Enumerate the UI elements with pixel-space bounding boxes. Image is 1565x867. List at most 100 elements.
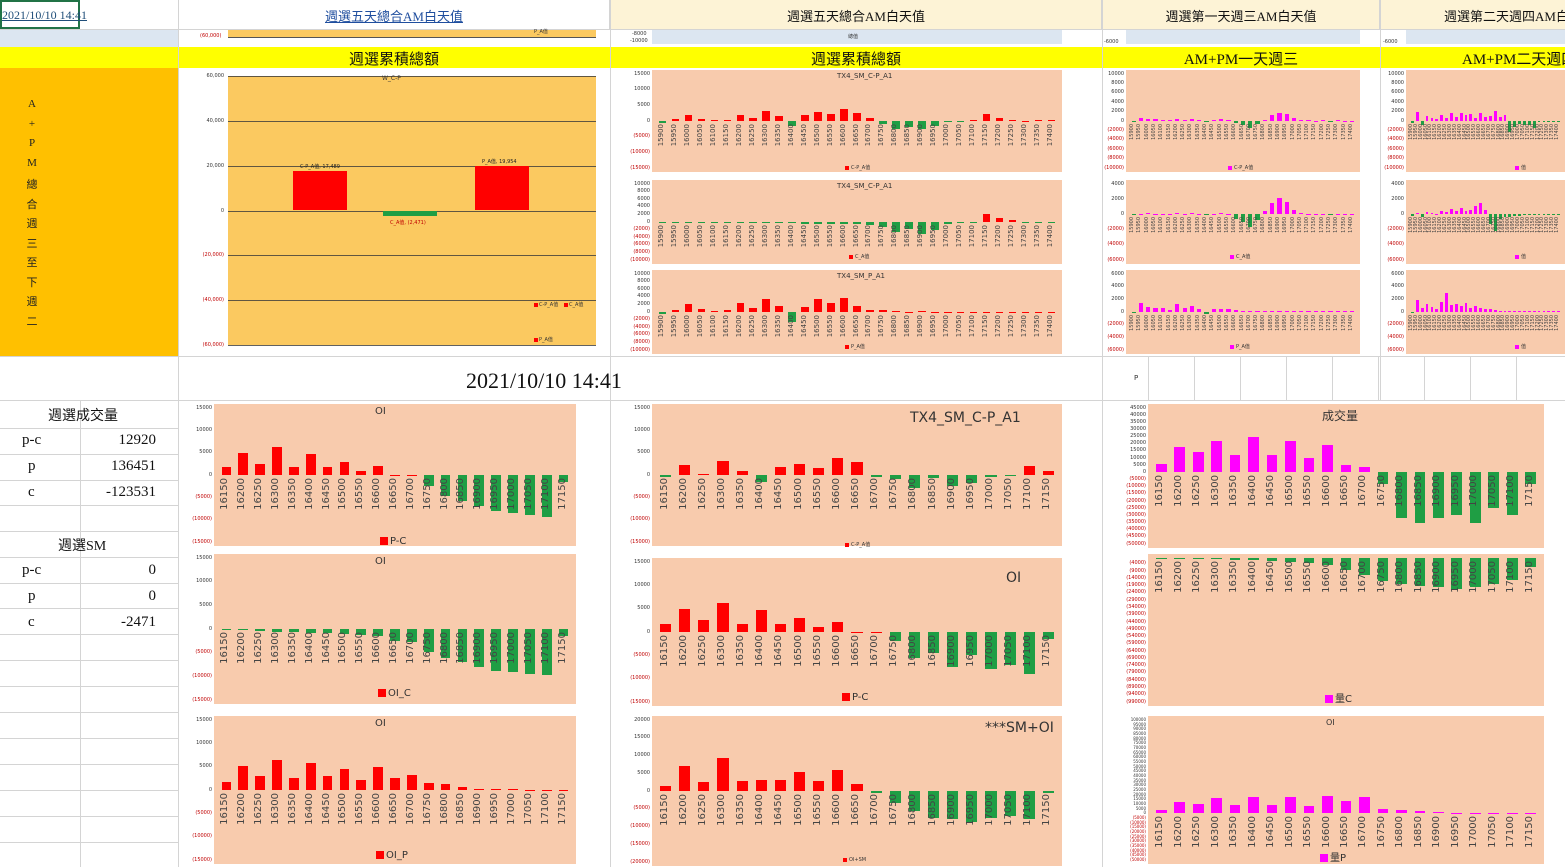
x-tick-label: 16550 [1302,816,1314,849]
x-tick-label: 16900 [945,478,957,510]
bar-17100 [1506,472,1518,516]
bar-17150 [558,789,569,791]
chart-legend: OI_C [378,688,411,699]
bar-16200 [1440,114,1444,121]
x-tick-label: 16600 [838,124,847,147]
x-tick-label: 17250 [1325,217,1332,234]
x-tick-label: 16900 [1431,475,1443,508]
x-tick-label: 16550 [825,315,834,338]
timestamp-cell[interactable]: 2021/10/10 14:41 [0,0,87,29]
column-gridline [1194,356,1195,400]
bar-17200 [1321,311,1326,312]
x-tick-label: 16700 [864,315,873,338]
bar-16900 [474,788,485,790]
y-tick-label: 10000 [634,180,650,187]
x-tick-label: 16700 [1357,561,1369,593]
bar-16900 [1508,311,1512,312]
chart-plot-tx3 [652,270,1062,354]
bar-16650 [1340,465,1352,473]
bar-17150 [558,629,569,637]
x-tick-label: 16200 [1172,816,1184,849]
link-title[interactable]: 週選五天總合AM白天值 [325,9,463,24]
y-tick-label: 5000 [1135,805,1146,811]
bar-17100 [1023,791,1035,820]
bar-16000 [684,304,693,312]
legend-swatch [1230,254,1234,259]
y-tick-label: (4000) [1107,333,1124,340]
header-cell-link[interactable]: 週選五天總合AM白天值 [178,0,610,29]
header-cell-4: 週選第二天週四AM白天值 [1380,0,1565,29]
bar-17200 [995,217,1004,222]
y-tick-label: (45000) [1130,852,1146,858]
x-tick-label: 16350 [773,124,782,147]
bar-16900 [918,222,926,234]
x-tick-label: 16700 [864,225,873,248]
x-tick-label: 17400 [1554,217,1561,234]
x-tick-label: 16550 [811,794,823,826]
bar-16300 [717,460,729,475]
bar-16600 [1233,310,1238,312]
bar-16650 [851,632,863,633]
legend-text: OI_P [386,850,408,861]
x-tick-label: 17350 [1340,124,1347,140]
chart-legend: C_A值 [564,301,583,308]
bar-16450 [322,776,333,790]
x-tick-label: 16750 [1375,816,1387,849]
y-tick-label: (2000) [1107,126,1124,133]
x-tick-label: 16150 [219,632,231,664]
bar-16800 [892,222,900,232]
bar-16300 [717,757,729,791]
x-tick-label: 16300 [1187,315,1194,331]
vertical-char: 週 [26,218,38,230]
x-tick-label: 16850 [455,478,467,510]
y-tick-label: (8000) [1107,155,1124,162]
x-tick-label: 16450 [799,225,808,248]
x-tick-label: 17100 [539,632,551,664]
x-tick-label: 16500 [1283,816,1295,849]
y-tick-label: 4000 [637,293,650,300]
bar-16250 [749,307,757,312]
legend-text: 值 [1521,165,1527,171]
x-tick-label: 16550 [811,478,823,510]
stats-table: 週選成交量 p-c 12920 p 136451 c -123531 週選SM p-c 0 p… [0,401,178,867]
x-tick-label: 16250 [253,632,265,664]
bar-16300 [1449,113,1453,121]
legend-swatch [843,857,847,862]
bar-16250 [1182,307,1187,312]
chart-title: TX4_SM_C-P_A1 [910,410,1021,426]
x-tick-label: 16900 [472,478,484,510]
bar-17000 [944,222,952,225]
x-tick-label: 16400 [303,793,315,825]
bar-16300 [272,629,282,632]
x-tick-label: 17050 [1486,816,1498,849]
bar-16850 [1270,311,1275,312]
y-tick-label: (89000) [1126,683,1146,690]
bar-16350 [288,466,299,475]
x-tick-label: 17100 [1022,635,1034,667]
x-tick-label: 16400 [1246,816,1258,849]
bar-16550 [827,222,835,224]
legend-swatch [534,337,538,342]
x-tick-label: 17000 [942,124,951,147]
bar-16650 [1484,209,1487,215]
x-tick-label: 16550 [1223,315,1230,331]
x-tick-label: 17050 [522,632,534,664]
x-tick-label: 16900 [945,635,957,667]
x-tick-label: 16750 [877,315,886,338]
bar-16350 [775,222,783,223]
vertical-char: + [28,117,36,130]
bar-16550 [1226,119,1231,121]
x-tick-label: 16450 [773,794,785,826]
stat-key: p [28,458,36,474]
x-tick-label: 17050 [955,225,964,248]
x-tick-label: 16850 [903,124,912,147]
bar-17350 [1034,311,1043,313]
bar-16150 [221,466,232,475]
y-tick-label: (44000) [1126,618,1146,625]
x-tick-label: 16750 [877,124,886,147]
x-tick-label: 17250 [1007,315,1016,338]
x-tick-label: 15900 [656,124,665,147]
x-tick-label: 17150 [981,315,990,338]
y-tick-label: (6000) [633,241,650,248]
y-tick-label: 60,000 [206,73,225,79]
